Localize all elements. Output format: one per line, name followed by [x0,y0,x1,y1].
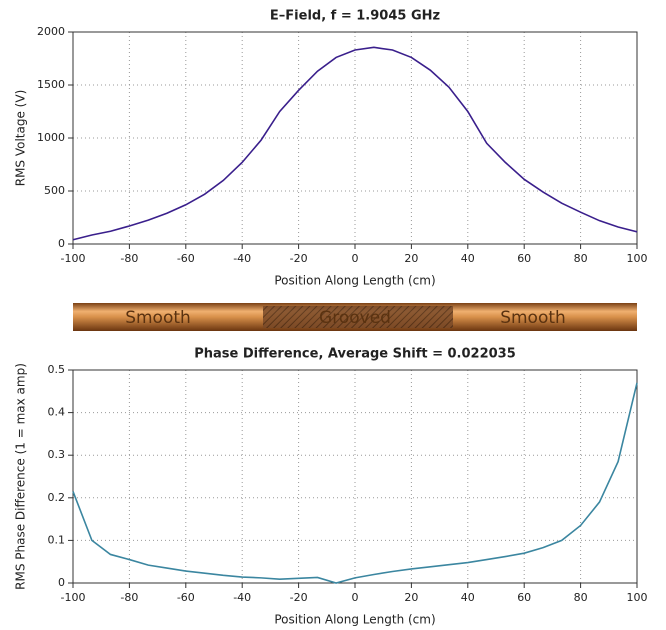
x-tick-label: -80 [120,591,138,604]
x-tick-label: -40 [233,591,251,604]
pipe-label: Smooth [125,308,191,328]
x-tick-label: -60 [177,591,195,604]
x-tick-label: 20 [404,591,418,604]
x-tick-label: 100 [627,591,648,604]
x-tick-label: 40 [461,252,475,265]
y-tick-label: 0.5 [48,363,66,376]
x-tick-label: -80 [120,252,138,265]
y-axis-title: RMS Voltage (V) [14,90,28,187]
x-tick-label: 0 [352,591,359,604]
x-tick-label: -100 [61,252,86,265]
y-tick-label: 0.2 [48,491,66,504]
plot-frame [72,31,638,245]
pipe-label: Grooved [319,308,391,328]
x-tick-label: 60 [517,252,531,265]
pipe-label: Smooth [500,308,566,328]
y-tick-label: 1000 [37,131,65,144]
y-tick-label: 500 [44,184,65,197]
x-tick-label: 60 [517,591,531,604]
y-tick-label: 0 [58,237,65,250]
y-tick-label: 0.1 [48,533,66,546]
x-tick-label: 20 [404,252,418,265]
x-tick-label: -100 [61,591,86,604]
x-tick-label: 100 [627,252,648,265]
x-tick-label: 80 [574,252,588,265]
data-line [72,46,638,241]
x-tick-label: -40 [233,252,251,265]
x-axis-title: Position Along Length (cm) [274,613,435,627]
x-tick-label: -20 [290,591,308,604]
x-tick-label: 40 [461,591,475,604]
x-tick-label: -60 [177,252,195,265]
grooved-section [263,306,453,328]
data-line [72,382,638,584]
y-tick-label: 2000 [37,25,65,38]
x-tick-label: 0 [352,252,359,265]
chart-title: Phase Difference, Average Shift = 0.0220… [194,347,516,362]
y-tick-label: 0 [58,576,65,589]
pipe: Smooth Grooved Smooth [73,303,637,331]
y-tick-label: 1500 [37,78,65,91]
y-tick-label: 0.4 [48,406,66,419]
y-tick-label: 0.3 [48,448,66,461]
x-axis-title: Position Along Length (cm) [274,274,435,288]
chart-title: E–Field, f = 1.9045 GHz [270,9,440,24]
x-tick-label: 80 [574,591,588,604]
x-tick-label: -20 [290,252,308,265]
plot-frame [72,369,638,584]
y-axis-title: RMS Phase Difference (1 = max amp) [14,363,28,590]
